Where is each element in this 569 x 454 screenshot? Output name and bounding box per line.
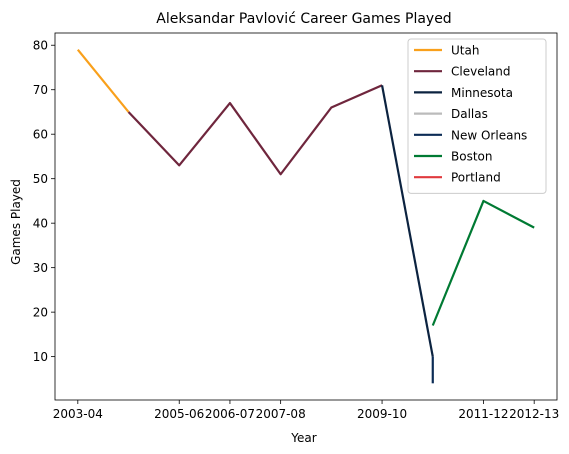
x-axis-label: Year <box>290 431 316 445</box>
legend-label-6: Portland <box>451 171 501 185</box>
series-line-5 <box>431 199 535 326</box>
series-line-0 <box>76 48 130 113</box>
x-tick-label-3: 2007-08 <box>256 407 306 421</box>
x-tick-label-1: 2005-06 <box>154 407 204 421</box>
series-line-2 <box>380 85 434 357</box>
y-tick-label-0: 10 <box>33 350 48 364</box>
axes-layer: 2003-04 2005-06 2006-07 2007-08 2009-10 2011-… <box>33 32 559 421</box>
y-tick-label-5: 60 <box>33 128 48 142</box>
chart-title: Aleksandar Pavlović Career Games Played <box>156 11 451 27</box>
legend-label-3: Dallas <box>451 107 488 121</box>
y-axis-label: Games Played <box>9 179 23 265</box>
x-tick-label-6: 2012-13 <box>509 407 559 421</box>
legend-label-5: Boston <box>451 150 492 164</box>
y-tick-label-7: 80 <box>33 39 48 53</box>
y-tick-label-6: 70 <box>33 83 48 97</box>
y-tick-label-1: 20 <box>33 306 48 320</box>
y-tick-label-3: 40 <box>33 217 48 231</box>
legend-label-1: Cleveland <box>451 65 511 79</box>
x-tick-label-5: 2011-12 <box>458 407 508 421</box>
series-line-1 <box>127 84 383 176</box>
x-tick-label-4: 2009-10 <box>357 407 407 421</box>
series-layer <box>76 48 535 384</box>
legend-box <box>407 38 547 194</box>
x-tick-label-0: 2003-04 <box>53 407 103 421</box>
y-tick-label-2: 30 <box>33 261 48 275</box>
y-tick-label-4: 50 <box>33 172 48 186</box>
legend: Utah Cleveland Minnesota Dallas New Orleans B… <box>407 38 547 194</box>
legend-label-4: New Orleans <box>451 128 527 142</box>
legend-label-2: Minnesota <box>451 86 513 100</box>
x-tick-label-2: 2006-07 <box>205 407 255 421</box>
legend-label-0: Utah <box>451 44 479 58</box>
plot-frame <box>54 32 558 401</box>
